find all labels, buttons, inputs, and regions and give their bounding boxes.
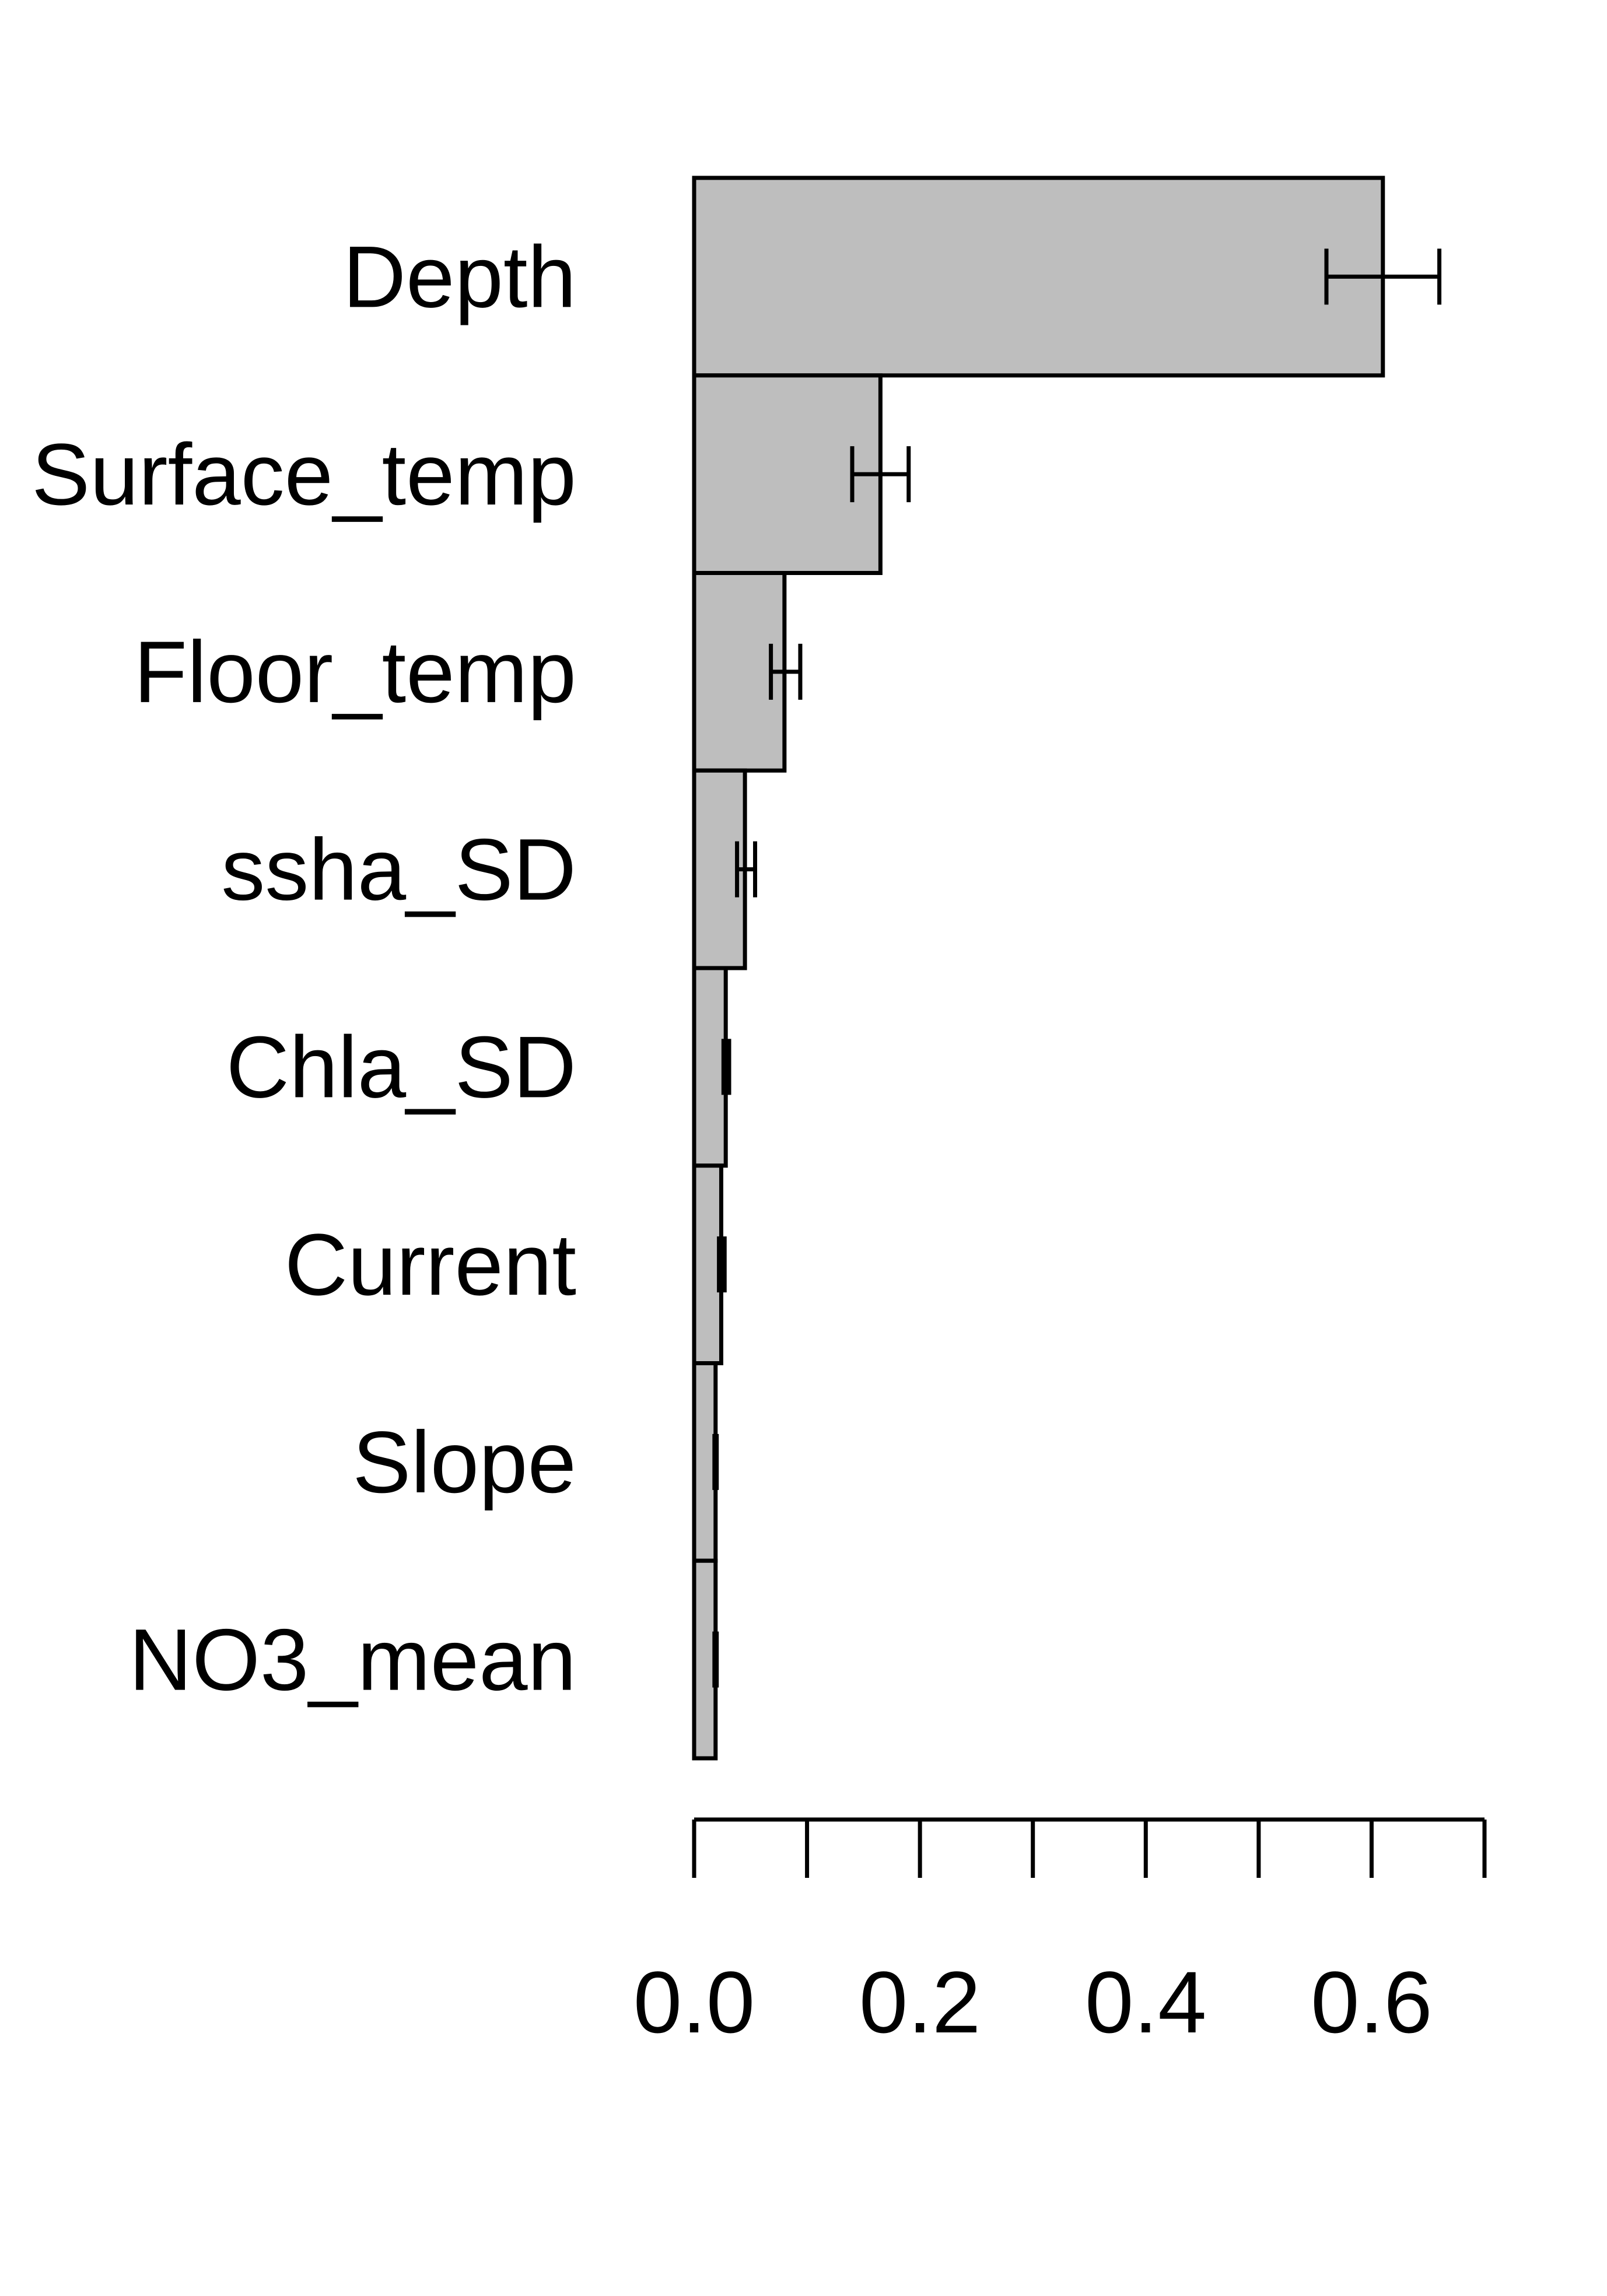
category-labels: Depth Surface_temp Floor_temp ssha_SD Chla_S… [31, 227, 576, 1708]
error-bar-surface-temp [850, 446, 911, 503]
error-bar-slope [712, 1433, 719, 1490]
category-label: ssha_SD [221, 821, 576, 919]
x-tick-label: 0.2 [859, 1953, 981, 2051]
bar-surface-temp [692, 373, 883, 575]
x-tick-label: 0.6 [1311, 1953, 1433, 2051]
error-bar-depth [1324, 248, 1442, 305]
error-bar-chla-sd [721, 1039, 731, 1095]
x-tick-label: 0.0 [633, 1953, 755, 2051]
bar-chla-sd [692, 966, 728, 1168]
x-tick-label: 0.4 [1085, 1953, 1207, 2051]
error-bars-layer [712, 248, 1442, 1688]
bars-layer [692, 176, 1385, 1761]
category-label: Floor_temp [134, 623, 576, 721]
error-bar-current [717, 1236, 727, 1293]
error-bar-floor-temp [769, 643, 803, 700]
category-label: Depth [343, 227, 576, 325]
category-label: NO3_mean [129, 1611, 576, 1709]
category-label: Surface_temp [31, 425, 576, 523]
bar-no3-mean [692, 1558, 718, 1761]
bar-depth [692, 176, 1385, 378]
x-axis: 0.0 0.2 0.4 0.6 [633, 1817, 1487, 2051]
category-label: Current [285, 1215, 576, 1313]
category-label: Slope [352, 1413, 576, 1511]
error-bar-no3-mean [712, 1631, 719, 1688]
error-bar-ssha-sd [735, 841, 758, 898]
bar-slope [692, 1361, 718, 1563]
category-label: Chla_SD [226, 1018, 576, 1116]
